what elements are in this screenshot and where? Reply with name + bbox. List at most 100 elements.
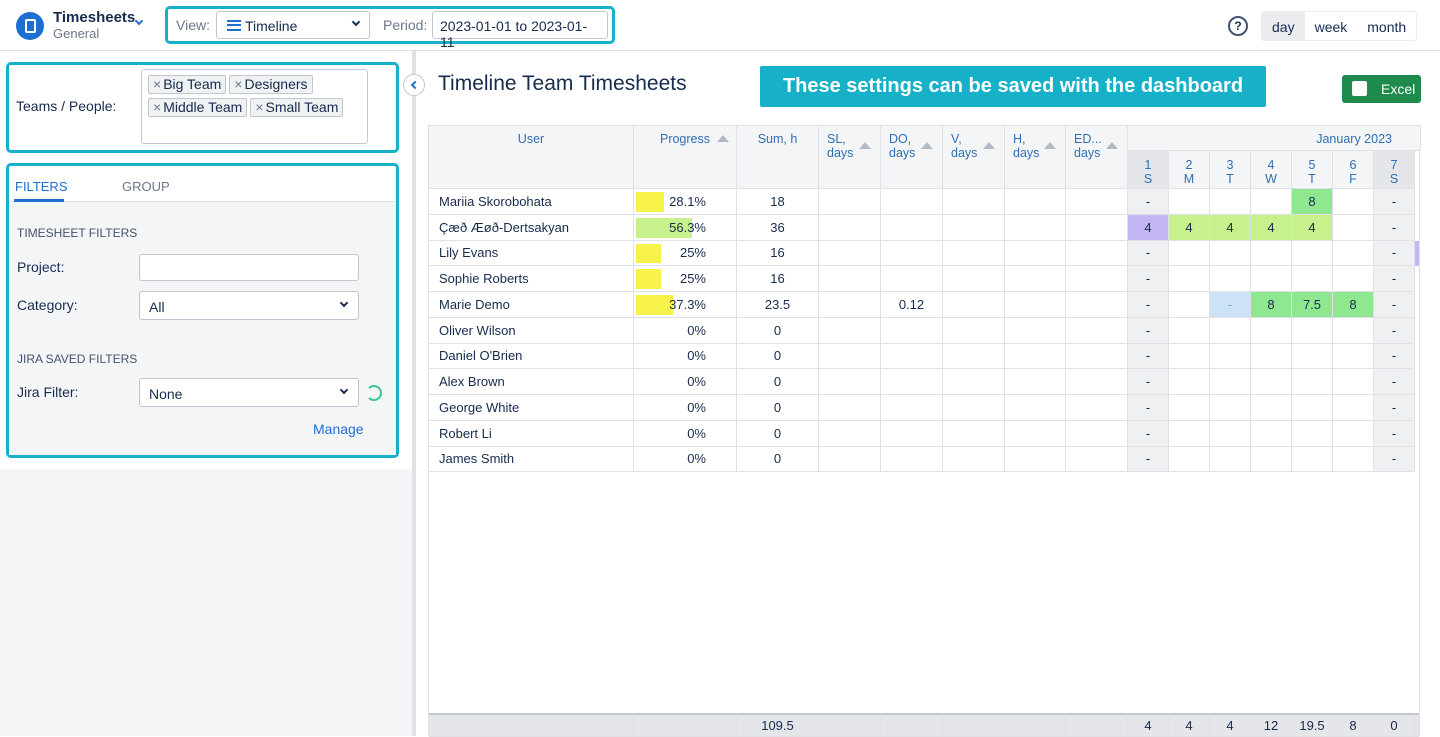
day-number: 3 [1226, 157, 1234, 172]
day-of-week: S [1389, 171, 1399, 186]
leave-cell [881, 317, 943, 344]
day-number: 6 [1349, 157, 1357, 172]
jira-label: Jira Filter: [17, 384, 79, 400]
leave-cell [819, 240, 881, 267]
total-cell [1005, 713, 1066, 737]
total-cell [429, 713, 634, 737]
app-menu-chevron[interactable] [134, 16, 144, 26]
day-number: 2 [1185, 157, 1193, 172]
day-cell: 8 [1251, 292, 1292, 318]
teams-picker[interactable]: Big TeamDesigners Middle TeamSmall Team [141, 69, 368, 144]
progress-label: 37.3% [669, 296, 706, 312]
help-icon[interactable]: ? [1228, 16, 1248, 36]
day-cell [1292, 395, 1333, 421]
project-input[interactable] [139, 254, 359, 281]
leave-cell [943, 343, 1005, 370]
progress-bar [636, 192, 664, 212]
manage-link[interactable]: Manage [313, 421, 364, 437]
period-label: Period: [383, 17, 428, 33]
column-header: H, days [1005, 126, 1066, 189]
mode-button[interactable]: day [1262, 12, 1305, 40]
progress-cell: 0% [634, 395, 737, 421]
day-cell [1333, 420, 1374, 447]
column-header-text: Progress [659, 132, 711, 146]
day-cell: 4 [1128, 214, 1169, 241]
sort-icon[interactable] [717, 135, 729, 142]
leave-cell [1066, 420, 1128, 447]
day-cell: - [1128, 343, 1169, 370]
jira-select[interactable]: None [139, 378, 359, 407]
day-cell [1210, 369, 1251, 395]
day-cell [1333, 214, 1374, 241]
sort-icon[interactable] [1044, 142, 1056, 149]
progress-cell: 25% [634, 240, 737, 267]
sort-icon[interactable] [1106, 142, 1118, 149]
total-day-cell: 8 [1333, 713, 1374, 737]
leave-cell [1005, 292, 1066, 318]
scroll-marker [1415, 240, 1419, 267]
day-cell: 4 [1292, 214, 1333, 241]
day-cell: - [1128, 420, 1169, 447]
day-cell [1210, 189, 1251, 215]
view-label: View: [176, 17, 210, 33]
column-header-text: V, days [951, 132, 978, 160]
leave-cell [819, 369, 881, 395]
day-cell: - [1374, 214, 1415, 241]
day-cell: - [1128, 369, 1169, 395]
day-cell: - [1374, 395, 1415, 421]
sidebar: Teams / People: Big TeamDesigners Middle … [0, 51, 412, 736]
view-select[interactable]: Timeline [216, 11, 370, 39]
mode-button[interactable]: month [1367, 19, 1407, 35]
day-cell [1169, 266, 1210, 292]
progress-cell: 0% [634, 343, 737, 370]
day-cell: - [1128, 266, 1169, 292]
user-cell: James Smith [429, 446, 634, 473]
sort-icon[interactable] [921, 142, 933, 149]
sort-icon[interactable] [859, 142, 871, 149]
category-select[interactable]: All [139, 291, 359, 320]
progress-cell: 25% [634, 266, 737, 292]
sum-cell: 0 [737, 420, 819, 447]
team-tag[interactable]: Big Team [148, 75, 227, 94]
timesheet-table: User Progress Sum, h SL, days DO, days V, day… [428, 125, 1421, 737]
mode-button[interactable]: week [1314, 19, 1348, 35]
excel-button[interactable]: Excel [1342, 75, 1421, 103]
period-value[interactable]: 2023-01-01 to 2023-01-11 [432, 11, 608, 50]
day-cell: - [1374, 369, 1415, 395]
day-number: 4 [1267, 157, 1275, 172]
refresh-icon[interactable] [366, 385, 382, 401]
day-cell: - [1210, 292, 1251, 318]
progress-label: 25% [679, 271, 706, 287]
day-cell [1169, 240, 1210, 267]
app-title[interactable]: Timesheets [53, 9, 136, 26]
tab[interactable]: FILTERS [15, 179, 68, 194]
team-tag[interactable]: Small Team [250, 98, 344, 117]
total-cell [634, 713, 737, 737]
leave-cell [819, 343, 881, 370]
leave-cell [819, 266, 881, 292]
team-tag[interactable]: Designers [229, 75, 313, 94]
sum-cell: 23.5 [737, 292, 819, 318]
user-cell: Mariia Skorobohata [429, 189, 634, 215]
tab[interactable]: GROUP [122, 179, 170, 194]
leave-cell [1066, 446, 1128, 473]
collapse-button[interactable] [403, 74, 425, 96]
app-icon[interactable] [16, 12, 44, 40]
progress-label: 25% [679, 245, 706, 261]
sum-cell: 36 [737, 214, 819, 241]
leave-cell [881, 214, 943, 241]
leave-cell [1066, 395, 1128, 421]
leave-cell [881, 395, 943, 421]
sort-icon[interactable] [983, 142, 995, 149]
day-cell: - [1128, 189, 1169, 215]
progress-bar [636, 217, 692, 238]
leave-cell [819, 317, 881, 344]
column-header-text: SL, days [827, 132, 854, 160]
day-cell [1169, 446, 1210, 473]
day-cell [1251, 189, 1292, 215]
day-cell: 8 [1333, 292, 1374, 318]
team-tag[interactable]: Middle Team [148, 98, 248, 117]
